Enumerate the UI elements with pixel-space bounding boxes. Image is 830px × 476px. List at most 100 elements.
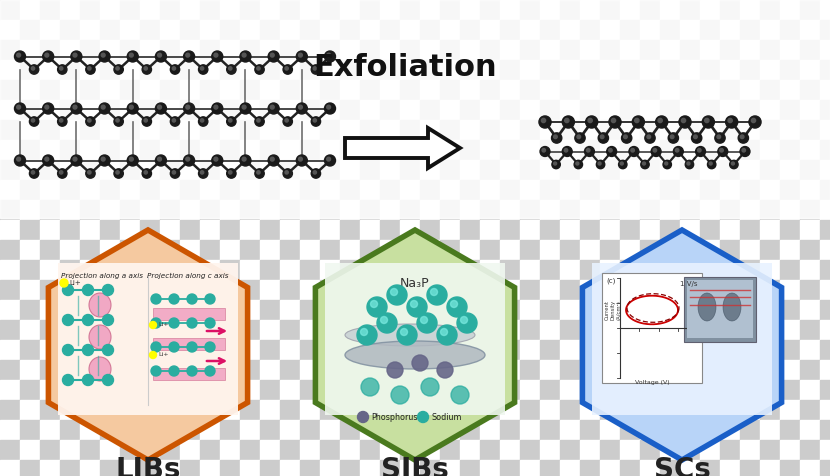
Bar [620, 180, 640, 200]
Bar [760, 100, 780, 120]
Bar [160, 420, 180, 440]
Circle shape [88, 171, 91, 174]
Circle shape [367, 297, 387, 317]
Bar [700, 200, 720, 220]
Bar [440, 280, 460, 300]
Bar [460, 300, 480, 320]
Bar [400, 0, 420, 20]
Bar [260, 220, 280, 240]
Bar [780, 60, 800, 80]
Circle shape [360, 328, 368, 336]
Bar [240, 40, 260, 60]
Bar [140, 360, 160, 380]
Bar [520, 120, 540, 140]
Bar [200, 220, 220, 240]
Bar [360, 60, 380, 80]
Bar [160, 120, 180, 140]
Bar [0, 0, 20, 20]
Bar [60, 40, 80, 60]
Bar [760, 300, 780, 320]
Circle shape [169, 318, 179, 328]
Bar [640, 60, 660, 80]
Bar [360, 400, 380, 420]
Bar [240, 140, 260, 160]
Bar [380, 80, 400, 100]
Bar [620, 360, 640, 380]
Bar [440, 60, 460, 80]
Bar [560, 20, 580, 40]
Bar [140, 300, 160, 320]
Circle shape [696, 147, 706, 157]
Bar [300, 180, 320, 200]
Bar [720, 180, 740, 200]
Bar [340, 220, 360, 240]
Bar [60, 220, 80, 240]
Circle shape [576, 162, 579, 165]
Bar [360, 280, 380, 300]
Bar [480, 120, 500, 140]
Bar [0, 320, 20, 340]
Bar [760, 140, 780, 160]
Bar [260, 280, 280, 300]
Circle shape [88, 67, 91, 70]
Bar [600, 260, 620, 280]
Polygon shape [345, 128, 460, 168]
Bar [140, 280, 160, 300]
Bar [760, 440, 780, 460]
Bar [380, 20, 400, 40]
Bar [200, 360, 220, 380]
Bar [380, 420, 400, 440]
Bar [740, 140, 760, 160]
Bar [180, 420, 200, 440]
Bar [820, 60, 830, 80]
Circle shape [227, 65, 236, 74]
Bar [600, 200, 620, 220]
Circle shape [151, 318, 161, 328]
Circle shape [187, 342, 197, 352]
Bar [340, 140, 360, 160]
Bar [460, 60, 480, 80]
Bar [160, 360, 180, 380]
Circle shape [142, 65, 152, 74]
Bar [680, 40, 700, 60]
Circle shape [57, 169, 67, 178]
Bar [320, 140, 340, 160]
Circle shape [214, 157, 217, 161]
Bar [40, 300, 60, 320]
Bar [820, 160, 830, 180]
Bar [660, 340, 680, 360]
Circle shape [645, 133, 655, 143]
Circle shape [144, 119, 148, 122]
Bar [360, 440, 380, 460]
Circle shape [227, 169, 236, 178]
Bar [200, 20, 220, 40]
Bar [180, 460, 200, 476]
Bar [720, 420, 740, 440]
Circle shape [285, 67, 288, 70]
Bar [420, 460, 440, 476]
Bar [300, 20, 320, 40]
Bar [100, 0, 120, 20]
Bar [200, 340, 220, 360]
Bar [120, 420, 140, 440]
Bar [400, 40, 420, 60]
Bar [800, 380, 820, 400]
Circle shape [387, 285, 407, 305]
Bar [640, 40, 660, 60]
Bar [440, 140, 460, 160]
Bar [760, 380, 780, 400]
Bar [60, 180, 80, 200]
Bar [700, 280, 720, 300]
Bar [540, 460, 560, 476]
Bar [520, 260, 540, 280]
Bar [240, 360, 260, 380]
Bar [20, 400, 40, 420]
Bar [580, 460, 600, 476]
Bar [360, 100, 380, 120]
Bar [40, 280, 60, 300]
Bar [580, 160, 600, 180]
Bar [800, 260, 820, 280]
Bar [80, 0, 100, 20]
Text: Current
Density
(A/cm²): Current Density (A/cm²) [605, 300, 622, 320]
Bar [680, 360, 700, 380]
